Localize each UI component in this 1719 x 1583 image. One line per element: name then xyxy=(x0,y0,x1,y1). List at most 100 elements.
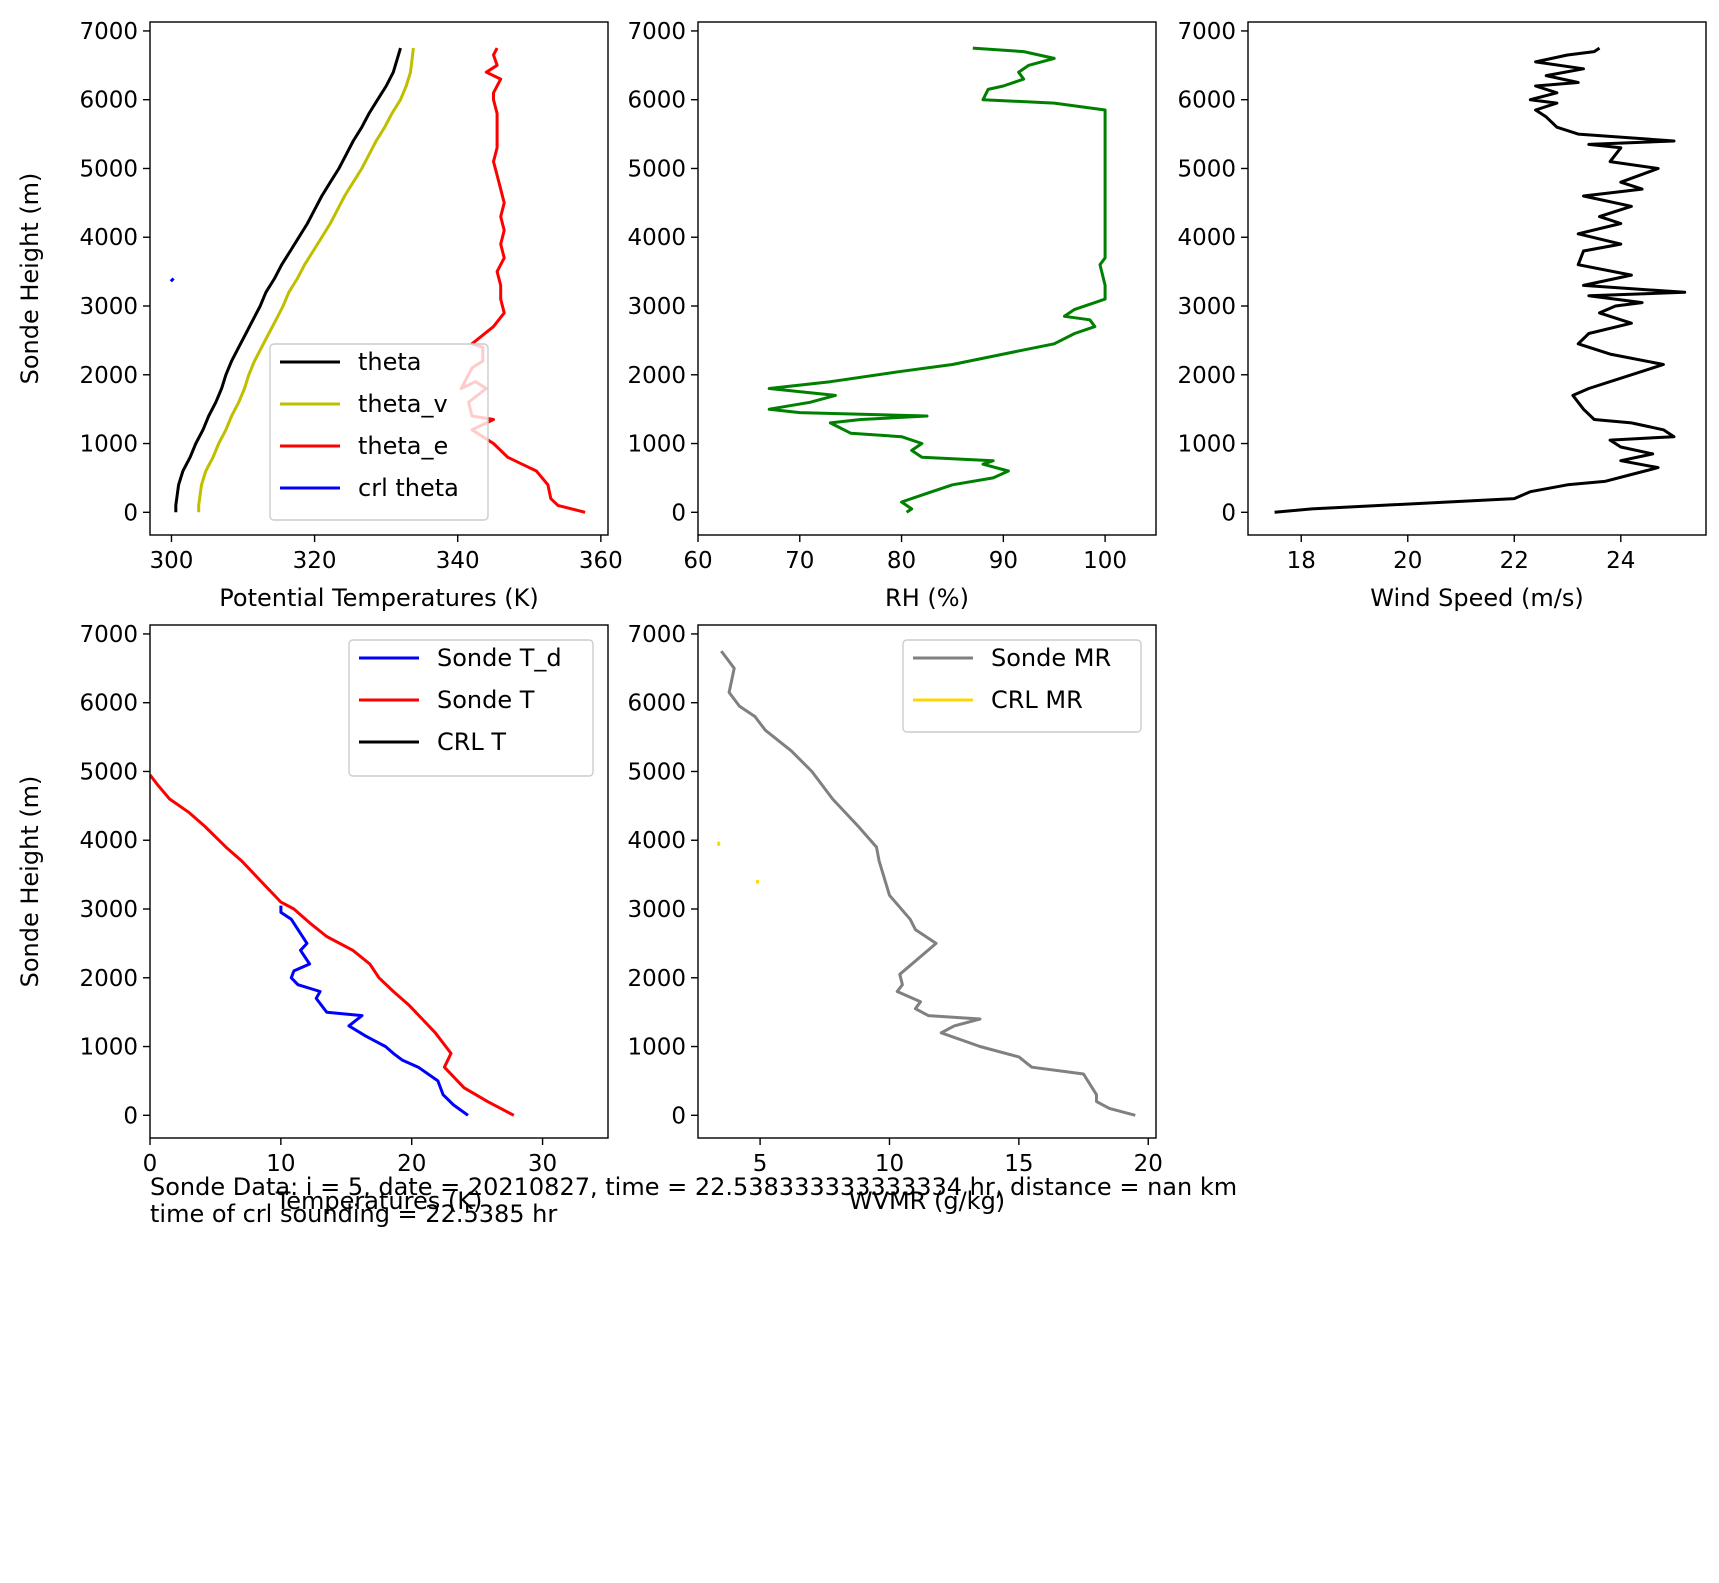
legend-label: CRL T xyxy=(437,728,506,756)
y-tick-label: 5000 xyxy=(627,759,686,785)
axes-frame xyxy=(697,624,1157,1139)
y-tick-label: 2000 xyxy=(79,966,138,992)
x-tick-label: 20 xyxy=(397,1151,426,1177)
theta_e-series-line xyxy=(459,47,586,514)
theta_v-series-line xyxy=(197,47,415,513)
x-tick-label: 80 xyxy=(887,548,916,574)
legend: Sonde MR CRL MR xyxy=(902,639,1142,733)
x-tick-label: 10 xyxy=(875,1151,904,1177)
sonde-t_d-series-line xyxy=(279,905,469,1117)
caption-line-1: Sonde Data: i = 5, date = 20210827, time… xyxy=(150,1173,1237,1201)
y-tick-label: 2000 xyxy=(627,966,686,992)
legend-label: theta_e xyxy=(358,432,448,460)
y-tick-label: 4000 xyxy=(627,828,686,854)
y-tick-label: 3000 xyxy=(79,897,138,923)
y-tick-label: 4000 xyxy=(79,225,138,251)
y-tick-label: 3000 xyxy=(79,294,138,320)
axes-frame xyxy=(1247,21,1707,536)
mixing-ratio-panel: 5 10 15 20 0 1000 2000 3000 4000 5000 6000 7000 WVMR… xyxy=(627,622,1162,1215)
legend-label: CRL MR xyxy=(991,686,1083,714)
x-tick-label: 320 xyxy=(293,548,337,574)
x-axis-label: WVMR (g/kg) xyxy=(849,1187,1005,1215)
y-axis-label: Sonde Height (m) xyxy=(16,776,44,988)
rh-series-line xyxy=(767,46,1107,514)
caption-line-2: time of crl sounding = 22.5385 hr xyxy=(150,1200,557,1228)
y-tick-label: 3000 xyxy=(1177,294,1236,320)
legend-label: theta xyxy=(358,348,422,376)
y-tick-label: 6000 xyxy=(79,691,138,717)
y-tick-label: 2000 xyxy=(79,363,138,389)
x-tick-label: 100 xyxy=(1083,548,1127,574)
x-tick-label: 300 xyxy=(150,548,194,574)
x-tick-label: 5 xyxy=(753,1151,768,1177)
crl-theta-series-line xyxy=(169,277,175,283)
y-tick-label: 0 xyxy=(1221,500,1236,526)
y-tick-label: 1000 xyxy=(1177,432,1236,458)
legend-label: Sonde T_d xyxy=(437,644,562,672)
x-tick-label: 360 xyxy=(579,548,623,574)
y-tick-label: 2000 xyxy=(627,363,686,389)
y-tick-label: 7000 xyxy=(1177,19,1236,45)
y-tick-label: 4000 xyxy=(627,225,686,251)
y-tick-label: 1000 xyxy=(79,1035,138,1061)
y-tick-label: 5000 xyxy=(1177,156,1236,182)
y-tick-label: 6000 xyxy=(1177,88,1236,114)
y-tick-label: 4000 xyxy=(79,828,138,854)
x-axis-label: Potential Temperatures (K) xyxy=(219,584,538,612)
y-tick-label: 0 xyxy=(123,1103,138,1129)
x-tick-label: 15 xyxy=(1004,1151,1033,1177)
legend-label: crl theta xyxy=(358,474,459,502)
y-tick-label: 1000 xyxy=(627,432,686,458)
x-tick-label: 70 xyxy=(785,548,814,574)
x-axis-label: Temperatures (K) xyxy=(275,1187,483,1215)
x-tick-label: 340 xyxy=(436,548,480,574)
y-tick-label: 5000 xyxy=(79,156,138,182)
y-tick-label: 7000 xyxy=(79,19,138,45)
y-tick-label: 0 xyxy=(123,500,138,526)
sonde-mr-series-line xyxy=(720,650,1136,1117)
y-tick-label: 5000 xyxy=(79,759,138,785)
legend-label: Sonde MR xyxy=(991,644,1111,672)
x-tick-label: 60 xyxy=(683,548,712,574)
y-tick-label: 1000 xyxy=(627,1035,686,1061)
y-tick-label: 7000 xyxy=(627,622,686,648)
y-tick-label: 0 xyxy=(671,500,686,526)
x-axis-label: Wind Speed (m/s) xyxy=(1370,584,1584,612)
y-tick-label: 1000 xyxy=(79,432,138,458)
temperature-panel: 0 10 20 30 0 1000 2000 3000 4000 5000 6000 7000 Temp… xyxy=(16,622,609,1215)
y-tick-label: 6000 xyxy=(627,88,686,114)
axes-frame xyxy=(149,624,609,1139)
y-tick-label: 4000 xyxy=(1177,225,1236,251)
y-tick-label: 6000 xyxy=(79,88,138,114)
x-tick-label: 18 xyxy=(1287,548,1316,574)
wind-series-line xyxy=(1274,46,1687,514)
sonde-t-series-line xyxy=(150,773,515,1117)
legend-label: theta_v xyxy=(358,390,448,418)
x-tick-label: 20 xyxy=(1393,548,1422,574)
x-tick-label: 90 xyxy=(989,548,1018,574)
wind-speed-panel: 18 20 22 24 0 1000 2000 3000 4000 5000 6000 7000 Win… xyxy=(1177,19,1707,612)
relative-humidity-panel: 60 70 80 90 10001000200030004000500060007000… xyxy=(627,19,1157,612)
y-tick-label: 7000 xyxy=(79,622,138,648)
y-tick-label: 5000 xyxy=(627,156,686,182)
axes-frame xyxy=(697,21,1157,536)
y-tick-label: 3000 xyxy=(627,897,686,923)
legend: Sonde T_d Sonde T CRL T xyxy=(348,639,594,777)
axes-frame xyxy=(149,21,609,536)
x-tick-label: 30 xyxy=(528,1151,557,1177)
y-tick-label: 3000 xyxy=(627,294,686,320)
x-tick-label: 10 xyxy=(266,1151,295,1177)
y-tick-label: 7000 xyxy=(627,19,686,45)
y-tick-label: 6000 xyxy=(627,691,686,717)
y-tick-label: 0 xyxy=(671,1103,686,1129)
y-axis-label: Sonde Height (m) xyxy=(16,173,44,385)
theta-series-line xyxy=(174,47,402,513)
legend-label: Sonde T xyxy=(437,686,535,714)
y-tick-label: 2000 xyxy=(1177,363,1236,389)
x-axis-label: RH (%) xyxy=(885,584,969,612)
x-tick-label: 0 xyxy=(143,1151,158,1177)
x-tick-label: 20 xyxy=(1134,1151,1163,1177)
x-tick-label: 24 xyxy=(1606,548,1635,574)
